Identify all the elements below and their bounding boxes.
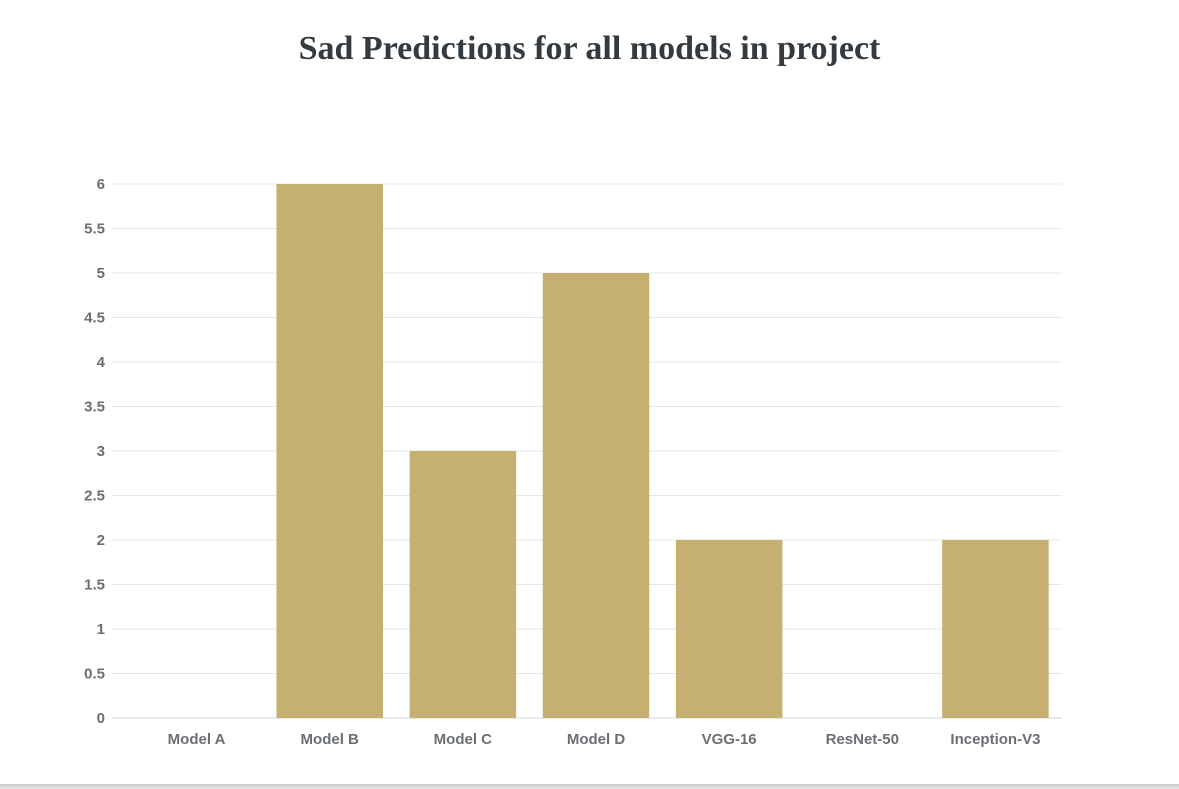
bars: [276, 184, 1049, 718]
y-axis-ticks: 0 0.5 1 1.5 2 2.5 3 3.5 4 4.5 5 5.5 6: [84, 176, 106, 727]
x-tick-label: Inception-V3: [950, 731, 1040, 748]
y-tick-label: 2: [97, 532, 105, 549]
y-tick-label: 6: [97, 176, 105, 193]
y-tick-label: 1: [97, 621, 105, 638]
y-tick-label: 5: [97, 265, 105, 282]
y-tick-label: 2.5: [84, 488, 105, 505]
chart-title: Sad Predictions for all models in projec…: [298, 30, 881, 67]
y-tick-label: 0: [97, 710, 105, 727]
y-tick-label: 5.5: [84, 221, 105, 238]
x-tick-label: Model C: [434, 731, 492, 748]
bar-inception-v3[interactable]: [942, 540, 1049, 718]
x-tick-label: Model B: [301, 731, 359, 748]
x-tick-label: Model A: [168, 731, 226, 748]
y-tick-label: 1.5: [84, 577, 105, 594]
x-tick-label: Model D: [567, 731, 625, 748]
y-tick-label: 4.5: [84, 310, 105, 327]
bar-model-b[interactable]: [276, 184, 383, 718]
x-axis-ticks: Model A Model B Model C Model D VGG-16 ResNet…: [168, 731, 1041, 748]
bottom-edge: [0, 784, 1179, 789]
y-tick-label: 0.5: [84, 666, 105, 683]
y-tick-label: 3.5: [84, 399, 105, 416]
x-tick-label: ResNet-50: [826, 731, 899, 748]
bar-model-d[interactable]: [542, 273, 650, 718]
y-tick-label: 4: [97, 354, 106, 371]
y-tick-label: 3: [97, 443, 105, 460]
bar-vgg-16[interactable]: [675, 540, 783, 718]
bar-model-c[interactable]: [409, 451, 517, 718]
x-tick-label: VGG-16: [702, 731, 757, 748]
